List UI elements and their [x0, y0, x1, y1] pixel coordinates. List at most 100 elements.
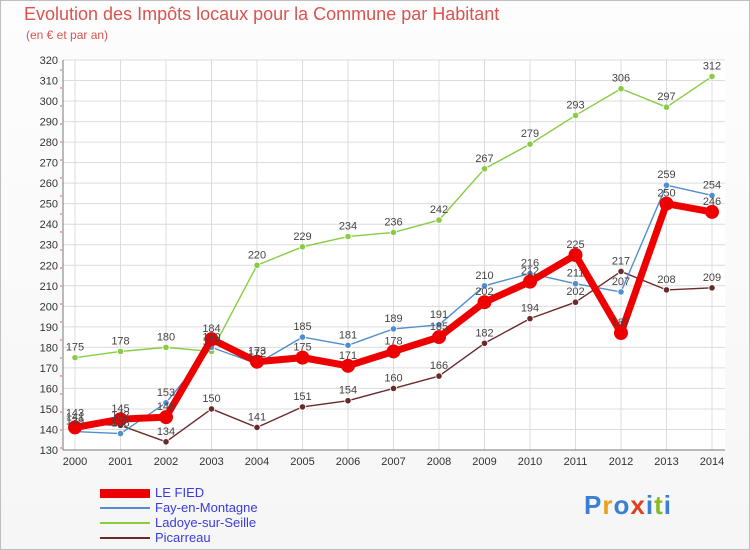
- chart-title: Evolution des Impôts locaux pour la Comm…: [24, 4, 500, 24]
- y-tick-label: 140: [40, 424, 58, 436]
- data-label: 202: [475, 286, 493, 298]
- data-point: [389, 228, 398, 237]
- x-tick-label: 2005: [290, 456, 314, 468]
- data-label: 139: [66, 416, 84, 428]
- x-tick-label: 2012: [609, 456, 633, 468]
- data-point: [480, 165, 489, 173]
- data-label: 207: [612, 276, 630, 288]
- data-label: 182: [475, 327, 493, 339]
- data-point: [617, 288, 625, 296]
- data-point: [162, 399, 170, 407]
- data-point: [386, 344, 401, 359]
- data-label: 209: [703, 272, 721, 284]
- y-tick-label: 130: [40, 445, 58, 457]
- x-tick-label: 2004: [245, 456, 269, 468]
- data-label: 259: [657, 169, 675, 181]
- data-label: 185: [293, 321, 311, 333]
- data-label: 175: [66, 342, 84, 354]
- legend-label: LE FIED: [155, 485, 205, 500]
- data-point: [617, 267, 625, 276]
- data-label: 178: [111, 335, 129, 347]
- x-tick-label: 2007: [381, 456, 405, 468]
- data-point: [344, 341, 352, 349]
- data-point: [344, 232, 352, 241]
- data-point: [708, 191, 716, 200]
- data-label: 151: [293, 391, 311, 403]
- data-point: [662, 286, 671, 294]
- data-label: 211: [567, 268, 585, 280]
- data-label: 242: [430, 204, 448, 216]
- data-label: 172: [248, 348, 266, 360]
- y-tick-label: 170: [40, 363, 58, 375]
- chart-subtitle: (en € et par an): [26, 28, 109, 42]
- data-point: [298, 243, 307, 251]
- data-point: [662, 103, 671, 111]
- y-tick-label: 190: [40, 322, 58, 334]
- data-label: 145: [111, 403, 129, 415]
- data-label: 141: [66, 411, 84, 423]
- data-point: [708, 284, 716, 292]
- data-point: [162, 343, 170, 351]
- y-tick-label: 220: [40, 260, 58, 272]
- x-tick-label: 2006: [336, 456, 360, 468]
- data-label: 236: [384, 216, 402, 228]
- proxiti-logo: Proxiti: [584, 490, 672, 521]
- data-point: [662, 181, 671, 189]
- data-point: [480, 339, 489, 347]
- data-point: [568, 248, 583, 262]
- data-point: [526, 315, 534, 323]
- legend-swatch: [100, 537, 150, 539]
- data-point: [253, 261, 261, 269]
- y-tick-label: 160: [40, 383, 58, 395]
- data-point: [432, 330, 446, 345]
- y-tick-label: 200: [40, 301, 58, 313]
- y-tick-label: 270: [40, 158, 58, 170]
- legend-swatch: [100, 522, 150, 524]
- data-point: [159, 410, 173, 425]
- data-label: 217: [612, 255, 630, 267]
- data-label: 254: [703, 179, 721, 191]
- data-label: 178: [202, 335, 220, 347]
- y-tick-label: 180: [40, 342, 58, 354]
- data-label: 173: [248, 346, 266, 358]
- data-point: [526, 140, 534, 148]
- data-point: [477, 295, 492, 310]
- data-point: [68, 420, 82, 435]
- x-tick-label: 2008: [427, 456, 451, 468]
- logo-letter: P: [584, 490, 603, 520]
- data-label: 267: [475, 153, 493, 165]
- data-point: [435, 372, 443, 380]
- logo-letter: r: [602, 490, 614, 520]
- logo-letter: t: [654, 490, 664, 520]
- y-tick-label: 210: [40, 281, 58, 293]
- logo-letter: i: [663, 490, 672, 520]
- legend-label: Picarreau: [155, 530, 211, 545]
- data-point: [705, 204, 719, 219]
- data-label: 146: [157, 401, 175, 413]
- data-point: [571, 111, 580, 120]
- data-label: 306: [612, 73, 630, 85]
- x-tick-label: 2001: [108, 456, 132, 468]
- data-point: [162, 438, 170, 446]
- data-label: 166: [430, 360, 448, 372]
- data-label: 189: [384, 313, 402, 325]
- data-label: 312: [703, 60, 721, 72]
- data-point: [295, 350, 310, 365]
- y-tick-label: 250: [40, 199, 58, 211]
- data-label: 202: [566, 286, 584, 298]
- data-label: 143: [66, 407, 84, 419]
- y-tick-label: 320: [40, 55, 58, 67]
- logo-letter: x: [630, 490, 646, 520]
- data-label: 175: [293, 342, 311, 354]
- y-tick-label: 310: [40, 76, 58, 88]
- y-tick-label: 150: [40, 404, 58, 416]
- x-tick-label: 2014: [700, 456, 724, 468]
- data-point: [204, 332, 219, 347]
- data-label: 297: [657, 91, 675, 103]
- y-tick-label: 240: [40, 219, 58, 231]
- data-point: [116, 347, 125, 356]
- data-label: 187: [612, 317, 630, 329]
- x-tick-label: 2010: [518, 456, 542, 468]
- data-label: 229: [293, 231, 311, 243]
